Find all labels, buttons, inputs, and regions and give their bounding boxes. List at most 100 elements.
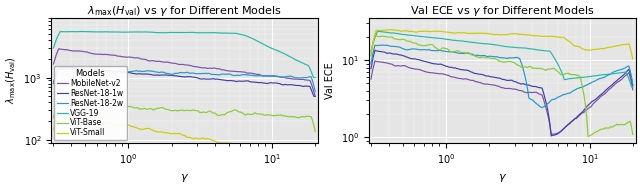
VGG-19	[628, 86, 636, 88]
VGG-19	[379, 31, 387, 33]
MobileNet-v2	[629, 89, 637, 91]
ViT-Small	[417, 30, 425, 32]
Line: ResNet-18-1w: ResNet-18-1w	[371, 50, 633, 136]
ResNet-18-2w	[312, 90, 319, 93]
ViT-Small	[61, 114, 69, 116]
Title: $\lambda_{\max}(H_{\mathrm{val}})$ vs $\gamma$ for Different Models: $\lambda_{\max}(H_{\mathrm{val}})$ vs $\…	[87, 4, 282, 18]
MobileNet-v2	[55, 48, 63, 50]
ResNet-18-1w	[384, 52, 392, 54]
ResNet-18-2w	[438, 50, 446, 52]
VGG-19	[384, 31, 392, 34]
ResNet-18-2w	[417, 49, 425, 51]
ResNet-18-2w	[100, 70, 108, 72]
VGG-19	[438, 37, 446, 40]
ResNet-18-2w	[64, 67, 72, 70]
ViT-Base	[371, 33, 379, 36]
ViT-Small	[367, 52, 375, 54]
ViT-Small	[60, 113, 68, 115]
Title: Val ECE vs $\gamma$ for Different Models: Val ECE vs $\gamma$ for Different Models	[410, 4, 595, 18]
ViT-Small	[387, 29, 395, 31]
ViT-Base	[312, 130, 319, 133]
VGG-19	[49, 47, 57, 49]
MobileNet-v2	[379, 61, 387, 64]
MobileNet-v2	[291, 78, 298, 80]
ResNet-18-1w	[618, 75, 626, 77]
MobileNet-v2	[61, 49, 69, 51]
ViT-Base	[629, 133, 637, 136]
VGG-19	[608, 73, 616, 75]
Line: ViT-Base: ViT-Base	[371, 34, 633, 136]
ResNet-18-2w	[49, 82, 57, 85]
ResNet-18-1w	[49, 82, 57, 85]
MobileNet-v2	[312, 95, 319, 98]
ResNet-18-1w	[291, 84, 298, 86]
ResNet-18-2w	[538, 106, 546, 109]
ViT-Small	[120, 124, 128, 126]
MobileNet-v2	[49, 63, 57, 65]
ResNet-18-1w	[371, 49, 379, 51]
ViT-Small	[67, 114, 74, 117]
Line: ViT-Base: ViT-Base	[53, 103, 316, 132]
ViT-Small	[383, 29, 390, 31]
ViT-Small	[438, 30, 446, 33]
X-axis label: $\gamma$: $\gamma$	[498, 172, 507, 184]
ResNet-18-2w	[120, 69, 128, 72]
ViT-Base	[120, 106, 128, 108]
Line: ViT-Small: ViT-Small	[371, 30, 633, 59]
ResNet-18-1w	[379, 51, 387, 53]
ResNet-18-1w	[300, 85, 307, 88]
ResNet-18-2w	[60, 68, 68, 70]
ViT-Base	[438, 47, 446, 49]
ViT-Base	[61, 105, 69, 107]
ResNet-18-1w	[547, 135, 555, 137]
VGG-19	[60, 30, 68, 33]
VGG-19	[65, 30, 73, 33]
ViT-Base	[609, 126, 617, 128]
Line: MobileNet-v2: MobileNet-v2	[53, 49, 316, 96]
ViT-Small	[100, 122, 108, 124]
VGG-19	[77, 30, 85, 33]
ResNet-18-2w	[378, 44, 385, 46]
VGG-19	[367, 50, 375, 52]
ResNet-18-2w	[609, 71, 617, 73]
VGG-19	[617, 72, 625, 74]
VGG-19	[629, 86, 637, 88]
ViT-Small	[301, 149, 308, 151]
Line: ResNet-18-2w: ResNet-18-2w	[371, 45, 633, 108]
VGG-19	[291, 58, 298, 60]
ViT-Base	[367, 55, 375, 57]
ViT-Small	[378, 29, 385, 32]
ResNet-18-1w	[120, 71, 128, 73]
MobileNet-v2	[67, 49, 74, 52]
ViT-Base	[379, 35, 387, 38]
Y-axis label: Val ECE: Val ECE	[325, 62, 335, 99]
Line: ViT-Small: ViT-Small	[53, 114, 316, 150]
MobileNet-v2	[417, 69, 425, 71]
ResNet-18-2w	[67, 68, 74, 70]
ViT-Base	[49, 117, 57, 119]
ResNet-18-1w	[312, 95, 319, 98]
Y-axis label: $\lambda_{\max}(H_{\mathrm{val}})$: $\lambda_{\max}(H_{\mathrm{val}})$	[4, 57, 18, 104]
VGG-19	[417, 35, 425, 38]
ViT-Base	[291, 115, 298, 118]
Line: MobileNet-v2: MobileNet-v2	[371, 61, 633, 134]
ViT-Base	[67, 104, 74, 107]
ResNet-18-2w	[300, 77, 307, 79]
VGG-19	[374, 30, 381, 32]
ResNet-18-2w	[618, 68, 626, 70]
ViT-Base	[417, 44, 425, 46]
ResNet-18-1w	[609, 83, 617, 85]
ViT-Small	[292, 149, 300, 151]
Line: ResNet-18-2w: ResNet-18-2w	[53, 69, 316, 92]
ResNet-18-1w	[367, 67, 375, 70]
ViT-Base	[618, 124, 626, 126]
MobileNet-v2	[618, 78, 626, 80]
ResNet-18-1w	[417, 59, 425, 61]
MobileNet-v2	[609, 85, 617, 87]
ResNet-18-2w	[629, 83, 637, 85]
MobileNet-v2	[384, 62, 392, 64]
Line: ResNet-18-1w: ResNet-18-1w	[53, 67, 316, 96]
ViT-Small	[629, 58, 637, 60]
VGG-19	[300, 62, 307, 64]
ViT-Base	[100, 104, 108, 107]
